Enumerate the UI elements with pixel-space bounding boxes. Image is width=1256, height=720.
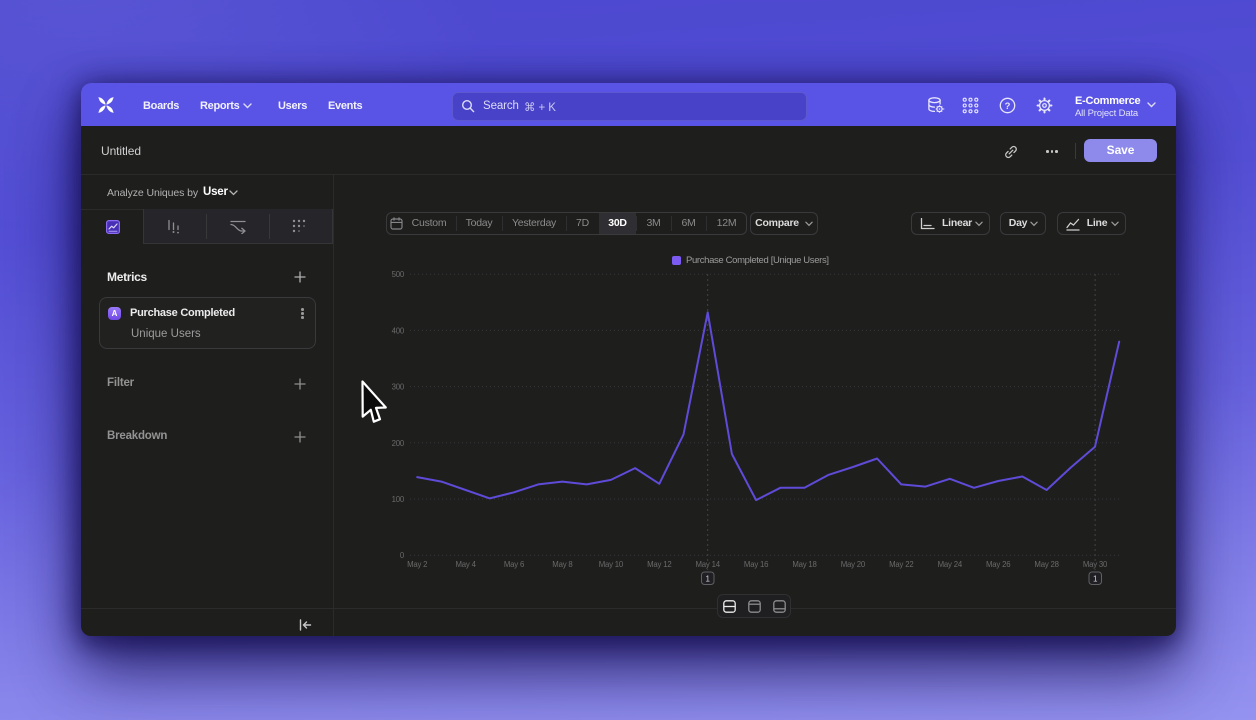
svg-text:?: ? xyxy=(1005,101,1011,112)
